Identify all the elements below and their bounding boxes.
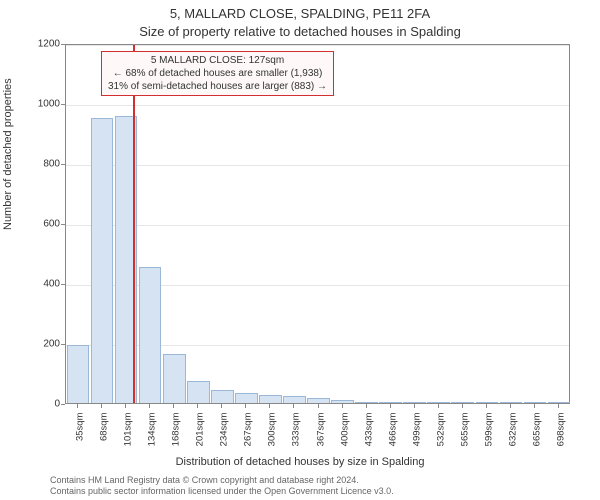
bar (379, 402, 402, 403)
annotation-line: 31% of semi-detached houses are larger (… (108, 80, 327, 93)
x-tick-label: 698sqm (555, 413, 566, 458)
bar (235, 393, 258, 404)
x-tick-label: 35sqm (75, 413, 86, 458)
bar (283, 396, 306, 403)
bar (187, 381, 210, 404)
bar (403, 402, 426, 403)
bar (259, 395, 282, 403)
chart-title-main: 5, MALLARD CLOSE, SPALDING, PE11 2FA (0, 6, 600, 21)
y-tick-label: 600 (30, 219, 60, 230)
x-tick-label: 433sqm (363, 413, 374, 458)
x-tick-label: 300sqm (267, 413, 278, 458)
x-tick-label: 665sqm (531, 413, 542, 458)
y-tick-label: 400 (30, 279, 60, 290)
bar (91, 118, 114, 403)
x-tick-label: 499sqm (411, 413, 422, 458)
bar (67, 345, 90, 404)
bar (476, 402, 499, 403)
bar (139, 267, 162, 404)
x-tick-label: 632sqm (507, 413, 518, 458)
histogram-chart: 5, MALLARD CLOSE, SPALDING, PE11 2FA Siz… (0, 0, 600, 500)
x-tick-label: 367sqm (315, 413, 326, 458)
x-tick-label: 532sqm (435, 413, 446, 458)
bar (451, 402, 474, 403)
x-tick-label: 466sqm (387, 413, 398, 458)
x-tick-label: 168sqm (171, 413, 182, 458)
x-tick-label: 267sqm (243, 413, 254, 458)
y-tick-label: 200 (30, 339, 60, 350)
y-tick-label: 1200 (30, 39, 60, 50)
bar (548, 402, 571, 404)
x-tick-label: 400sqm (339, 413, 350, 458)
bar (500, 402, 523, 403)
plot-area: 5 MALLARD CLOSE: 127sqm← 68% of detached… (65, 44, 570, 404)
annotation-line: ← 68% of detached houses are smaller (1,… (108, 67, 327, 80)
x-tick-label: 101sqm (123, 413, 134, 458)
x-tick-label: 201sqm (195, 413, 206, 458)
y-tick-label: 0 (30, 399, 60, 410)
bar (307, 398, 330, 403)
y-axis-label: Number of detached properties (2, 78, 14, 230)
bar (427, 402, 450, 403)
y-tick-label: 1000 (30, 99, 60, 110)
x-tick-label: 333sqm (291, 413, 302, 458)
x-axis-label: Distribution of detached houses by size … (0, 456, 600, 468)
chart-title-sub: Size of property relative to detached ho… (0, 24, 600, 39)
bar (331, 400, 354, 403)
x-tick-label: 68sqm (99, 413, 110, 458)
bar (355, 402, 378, 403)
annotation-line: 5 MALLARD CLOSE: 127sqm (108, 54, 327, 67)
x-tick-label: 565sqm (459, 413, 470, 458)
x-tick-label: 234sqm (219, 413, 230, 458)
y-tick-label: 800 (30, 159, 60, 170)
x-tick-label: 134sqm (147, 413, 158, 458)
footer-copyright-2: Contains public sector information licen… (50, 486, 394, 496)
bar (211, 390, 234, 404)
bar (524, 402, 547, 403)
footer-copyright-1: Contains HM Land Registry data © Crown c… (50, 475, 359, 485)
x-tick-label: 599sqm (483, 413, 494, 458)
bar (163, 354, 186, 404)
